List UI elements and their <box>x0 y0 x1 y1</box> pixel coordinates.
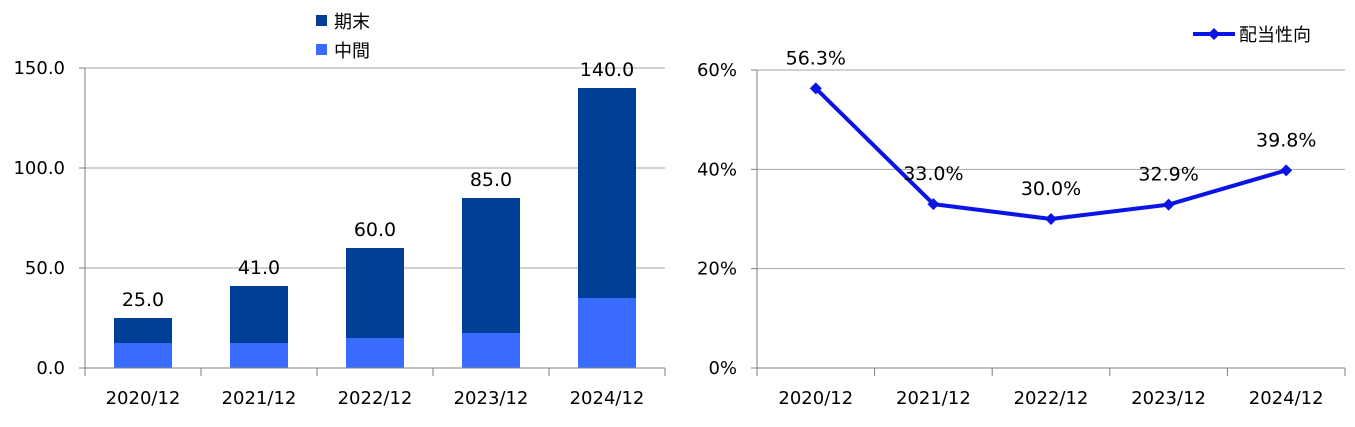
payout-ratio-point <box>927 198 940 211</box>
bar-xtick-label: 2021/12 <box>222 388 297 409</box>
bar-kimatsu <box>114 318 172 343</box>
payout-ratio-point <box>1162 198 1175 211</box>
bar-xtick-label: 2023/12 <box>454 388 529 409</box>
bar-chukan <box>462 333 520 368</box>
payout-ratio-point <box>1045 213 1057 225</box>
bar-total-label: 85.0 <box>470 169 512 191</box>
line-xtick-label: 2021/12 <box>896 388 971 409</box>
bar-ytick-label: 100.0 <box>13 158 65 179</box>
bar-total-label: 41.0 <box>238 257 280 279</box>
dividend-bar-chart: 0.0 50.0 100.0 150.0 25.0 2020/12 41.0 2021/12 6… <box>13 12 666 409</box>
line-ytick-label: 20% <box>697 259 737 280</box>
legend-label: 期末 <box>334 12 370 33</box>
bar-kimatsu <box>346 248 404 338</box>
bar-kimatsu <box>462 198 520 333</box>
legend-swatch-chukan <box>316 44 327 55</box>
bar-chukan <box>346 338 404 368</box>
line-ytick-label: 0% <box>708 358 737 379</box>
payout-ratio-label: 33.0% <box>903 163 963 185</box>
line-xtick-label: 2023/12 <box>1131 388 1206 409</box>
bar-chukan <box>114 343 172 368</box>
bar-chukan <box>230 343 288 368</box>
bar-ytick-label: 150.0 <box>13 58 65 79</box>
payout-ratio-label: 30.0% <box>1021 178 1081 200</box>
bar-xtick-label: 2024/12 <box>570 388 645 409</box>
line-ytick-label: 40% <box>697 159 737 180</box>
line-xtick-label: 2020/12 <box>778 388 853 409</box>
legend-swatch-kimatsu <box>316 15 327 26</box>
bar-kimatsu <box>578 88 636 298</box>
bar-total-label: 140.0 <box>580 59 634 81</box>
bar-chukan <box>578 298 636 368</box>
legend-label: 配当性向 <box>1239 25 1311 46</box>
bar-ytick-label: 50.0 <box>25 258 65 279</box>
legend-diamond-marker <box>1208 28 1220 40</box>
line-ytick-label: 60% <box>697 60 737 81</box>
payout-ratio-point <box>809 82 822 95</box>
line-xtick-label: 2022/12 <box>1014 388 1089 409</box>
payout-ratio-line-chart: 0% 20% 40% 60% 56.3% 2020/12 33.0% 2021/12 30.0%… <box>697 25 1346 409</box>
payout-ratio-label: 39.8% <box>1256 129 1316 151</box>
bar-total-label: 25.0 <box>122 289 164 311</box>
bar-total-label: 60.0 <box>354 219 396 241</box>
bar-xtick-label: 2020/12 <box>106 388 181 409</box>
payout-ratio-point <box>1280 164 1293 177</box>
line-xtick-label: 2024/12 <box>1249 388 1324 409</box>
payout-ratio-label: 56.3% <box>786 47 846 69</box>
bar-kimatsu <box>230 286 288 343</box>
legend-label: 中間 <box>334 41 370 62</box>
bar-ytick-label: 0.0 <box>36 358 65 379</box>
payout-ratio-label: 32.9% <box>1138 164 1198 186</box>
bar-xtick-label: 2022/12 <box>338 388 413 409</box>
